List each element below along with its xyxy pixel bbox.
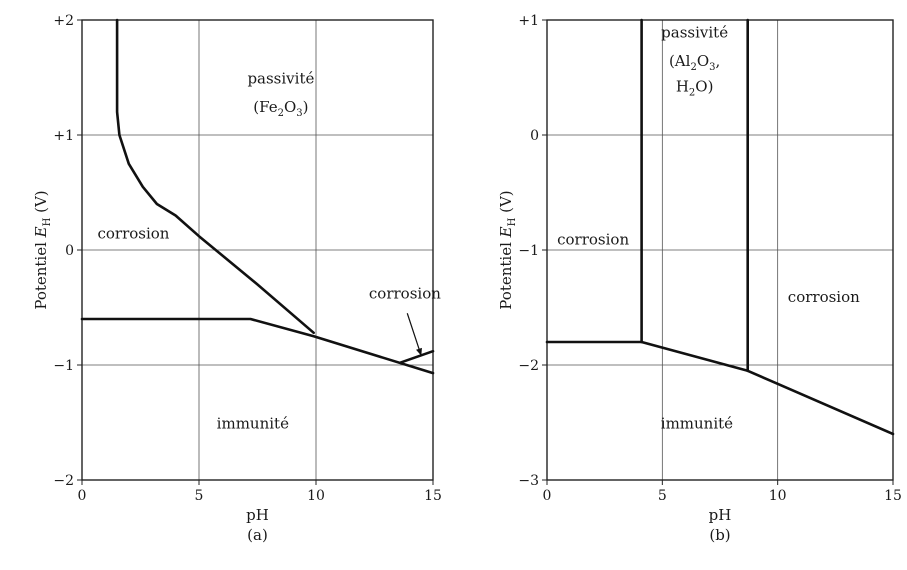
chart-b-y-tick-label: −1 xyxy=(518,243,539,259)
chart-a-y-tick-label: −2 xyxy=(53,473,74,489)
chart-a-group: 0 5 10 15 +2 +1 0 −1 −2 passivité (Fe2O3) corrosion… xyxy=(32,13,442,544)
chart-b-region-label-3: H2O) xyxy=(676,77,714,98)
chart-b-group: 0 5 10 15+10−1−2−3passivité(Al2O3,H2O)corro… xyxy=(497,13,902,544)
chart-a-formula-part: (Fe xyxy=(253,98,277,116)
chart-b-x-axis-label: pH xyxy=(709,506,732,524)
chart-a-arrow-line xyxy=(406,313,422,356)
chart-a-formula-sub: 3 xyxy=(296,108,302,119)
chart-a-x-axis-label: pH xyxy=(246,506,269,524)
chart-b-region-label-6: immunité xyxy=(661,414,733,432)
chart-a-y-label-text: Potentiel xyxy=(32,237,50,309)
chart-b-formula-part: (Al xyxy=(669,52,691,70)
chart-a-x-tick-label: 10 xyxy=(307,488,325,504)
chart-b-y-label-unit: (V) xyxy=(497,190,515,217)
chart-a-y-label-sub: H xyxy=(42,217,53,226)
chart-a-x-tick-label: 5 xyxy=(195,488,204,504)
chart-b-formula-part: O) xyxy=(695,77,713,95)
chart-b-y-tick-label: +1 xyxy=(518,13,539,29)
chart-a-region-label-2: (Fe2O3) xyxy=(253,98,308,119)
chart-b-region-label-2: (Al2O3, xyxy=(669,52,720,73)
chart-b-formula-sub: 2 xyxy=(689,87,695,98)
chart-a-region-label-1: passivité xyxy=(247,69,314,87)
chart-b-x-tick-label: 10 xyxy=(769,488,787,504)
chart-a-y-tick-label: +1 xyxy=(53,128,74,144)
chart-b-boundary-line-1 xyxy=(545,340,895,436)
chart-b-formula-sub: 2 xyxy=(690,62,696,73)
chart-a-region-label-4: corrosion xyxy=(369,284,441,302)
chart-a-x-tick-label: 15 xyxy=(424,488,442,504)
chart-a-formula-part: ) xyxy=(303,98,309,116)
chart-b-y-label-sub: H xyxy=(507,217,518,226)
chart-b-formula-sub: 3 xyxy=(709,62,715,73)
chart-a-arrow-head xyxy=(416,347,422,356)
chart-a-y-tick-label: +2 xyxy=(53,13,74,29)
chart-b-formula-part: O xyxy=(697,52,709,70)
chart-a-caption: (a) xyxy=(247,526,268,544)
chart-a-y-tick-label: 0 xyxy=(65,243,74,259)
chart-b-y-axis-label: Potentiel EH (V) xyxy=(497,190,518,309)
chart-b-y-tick-label: −3 xyxy=(518,473,539,489)
chart-b-x-tick-label: 5 xyxy=(658,488,667,504)
chart-b-region-label-5: corrosion xyxy=(788,288,860,306)
chart-b-y-tick-label: 0 xyxy=(530,128,539,144)
chart-b-y-label-var: E xyxy=(497,226,515,238)
chart-b-x-tick-label: 15 xyxy=(884,488,902,504)
chart-b-region-label-4: corrosion xyxy=(557,230,629,248)
chart-a-y-tick-label: −1 xyxy=(53,358,74,374)
chart-b-y-tick-label: −2 xyxy=(518,358,539,374)
chart-b-x-tick-label: 0 xyxy=(543,488,552,504)
chart-a-y-axis-label: Potentiel EH (V) xyxy=(32,190,53,309)
chart-b-formula-part: , xyxy=(716,52,721,70)
chart-a-region-label-5: immunité xyxy=(217,414,289,432)
chart-a-boundary-line-2 xyxy=(80,317,435,375)
chart-a-formula-sub: 2 xyxy=(278,108,284,119)
chart-a-boundary-line-1 xyxy=(115,18,315,335)
chart-a-y-label-unit: (V) xyxy=(32,190,50,217)
chart-a-region-label-3: corrosion xyxy=(97,225,169,243)
chart-a-y-label-var: E xyxy=(32,226,50,238)
chart-b-formula-part: H xyxy=(676,77,689,95)
chart-a-boundary-line-3 xyxy=(398,349,435,364)
chart-a-formula-part: O xyxy=(284,98,296,116)
chart-b-caption: (b) xyxy=(709,526,730,544)
chart-a-x-tick-label: 0 xyxy=(78,488,87,504)
chart-b-region-label-1: passivité xyxy=(661,23,728,41)
chart-b-y-label-text: Potentiel xyxy=(497,237,515,309)
